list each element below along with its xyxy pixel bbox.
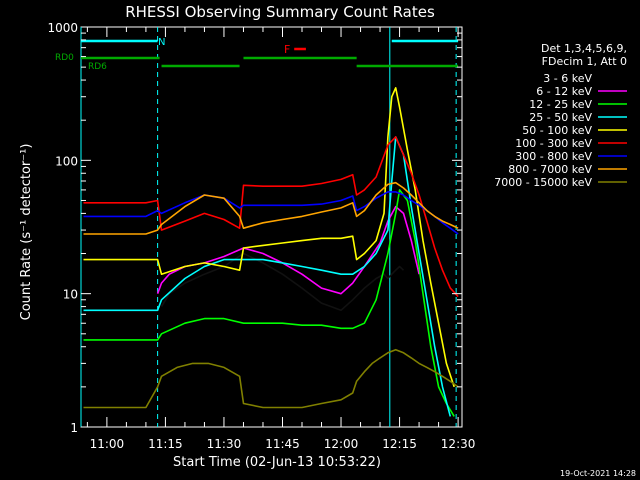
flag-label-rd0: RD0 [55,53,74,63]
y-tick-label-2: 100 [55,154,78,168]
legend-label-3: 25 - 50 keV [529,111,592,124]
y-tick-label-1: 10 [63,288,78,302]
series-line-7 [83,181,459,235]
x-axis-ticks: 11:00 11:15 11:30 11:45 12:00 12:15 12:30 [86,27,476,451]
series-line-2 [83,189,455,417]
series-layer [83,87,459,417]
x-tick-label-4: 12:00 [324,437,359,451]
series-line-6 [83,191,459,235]
legend-label-1: 6 - 12 keV [536,85,592,98]
legend-label-8: 7000 - 15000 keV [494,176,592,189]
x-axis-label: Start Time (02-Jun-13 10:53:22) [173,455,381,470]
y-tick-label-0: 1 [70,421,78,435]
legend-header-line1: Det 1,3,4,5,6,9, [541,42,627,55]
x-tick-label-0: 11:00 [90,437,125,451]
y-axis-label: Count Rate (s⁻¹ detector⁻¹) [19,144,34,321]
x-tick-label-1: 11:15 [148,437,183,451]
legend-label-5: 100 - 300 keV [515,137,592,150]
legend-label-6: 300 - 800 keV [515,150,592,163]
series-line-3 [83,136,452,417]
x-tick-label-2: 11:30 [207,437,242,451]
chart-title: RHESSI Observing Summary Count Rates [125,3,435,21]
legend-label-0: 3 - 6 keV [543,72,592,85]
legend-label-7: 800 - 7000 keV [508,163,592,176]
series-line-8 [83,348,459,409]
flag-label-f: F [284,43,290,56]
x-tick-label-6: 12:30 [441,437,476,451]
flag-label-rd6: RD6 [88,62,107,72]
y-axis-ticks: 1 10 100 1000 [47,21,462,435]
series-line-4 [83,87,455,388]
x-tick-label-5: 12:15 [382,437,417,451]
y-axis-label-text: Count Rate (s⁻¹ detector⁻¹) [19,144,34,321]
legend-label-2: 12 - 25 keV [529,98,592,111]
legend-header-line2: FDecim 1, Att 0 [542,55,627,68]
flag-label-n: N [158,37,165,48]
y-tick-label-3: 1000 [47,21,78,35]
timestamp: 19-Oct-2021 14:28 [560,469,636,478]
series-line-0 [160,252,405,312]
legend-label-4: 50 - 100 keV [522,124,592,137]
x-tick-label-3: 11:45 [265,437,300,451]
flag-bars [81,39,459,68]
